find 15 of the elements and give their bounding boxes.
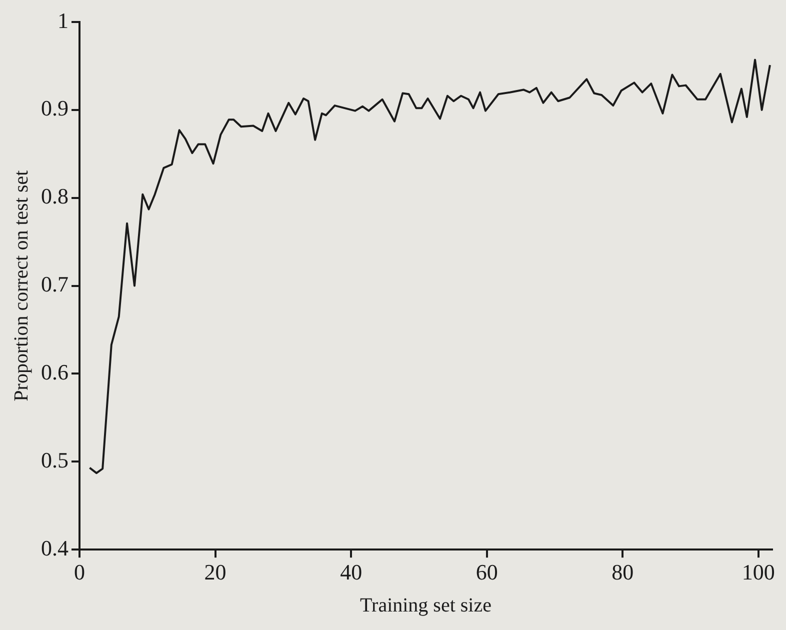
y-tick-label: 0.4 <box>41 535 68 560</box>
x-tick-label: 100 <box>742 560 775 585</box>
y-tick-label: 1 <box>58 8 68 33</box>
y-tick-label: 0.9 <box>41 96 68 121</box>
y-tick-label: 0.7 <box>41 272 68 297</box>
x-axis-title: Training set size <box>360 594 492 616</box>
x-tick-label: 20 <box>204 560 226 585</box>
y-axis-title: Proportion correct on test set <box>10 170 32 402</box>
y-tick-label: 0.6 <box>41 360 68 385</box>
x-tick-label: 80 <box>612 560 634 585</box>
x-tick-label: 0 <box>74 560 85 585</box>
y-tick-label: 0.5 <box>41 447 68 472</box>
y-tick-label: 0.8 <box>41 184 68 209</box>
x-tick-label: 40 <box>340 560 362 585</box>
x-tick-label: 60 <box>476 560 498 585</box>
